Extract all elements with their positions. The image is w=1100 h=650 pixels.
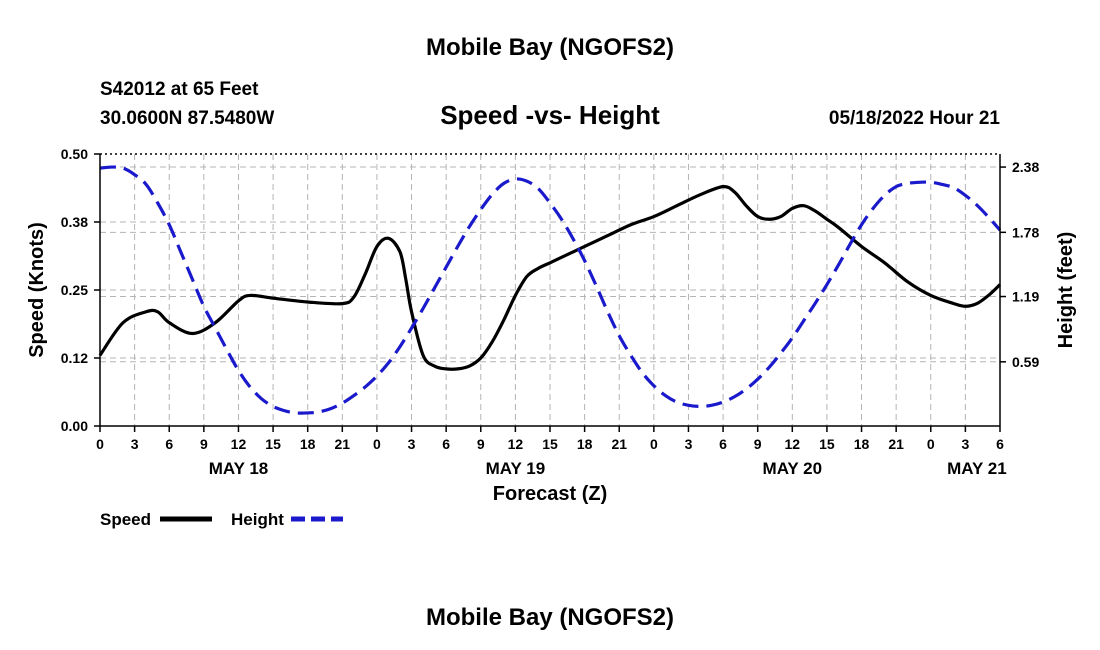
chart-subtitle: Speed -vs- Height [440,100,660,130]
x-tick-label: 3 [685,436,693,452]
y-tick-label-left: 0.25 [61,282,88,298]
x-date-label: MAY 19 [486,459,546,478]
legend-label-speed: Speed [100,510,151,529]
station-label: S42012 at 65 Feet [100,79,259,100]
x-tick-label: 0 [927,436,935,452]
chart-main-title: Mobile Bay (NGOFS2) [426,34,674,61]
series-line-speed [98,185,1002,371]
station-coords: 30.0600N 87.5480W [100,108,274,129]
plot-axes: 0 3 6 9 12 15 18 21 0 3 6 9 12 15 18 21 0 3 6 9 12 15 18 21 0 3 6 0… [61,146,1040,478]
grid-lines [100,154,1000,426]
x-tick-label: 9 [477,436,485,452]
y-axis-label-right: Height (feet) [1055,232,1077,349]
series-lines [98,165,1002,415]
y-tick-label-right: 2.38 [1012,159,1039,175]
x-tick-label: 6 [165,436,173,452]
x-tick-label: 12 [508,436,524,452]
x-tick-label: 21 [335,436,351,452]
y-tick-label-left: 0.00 [61,418,88,434]
x-tick-label: 6 [719,436,727,452]
x-tick-label: 3 [408,436,416,452]
chart-legend: Speed Height [100,510,343,529]
x-date-label: MAY 20 [763,459,823,478]
x-tick-label: 18 [300,436,316,452]
y-tick-label-left: 0.50 [61,146,88,162]
x-tick-label: 9 [754,436,762,452]
x-axis-label: Forecast (Z) [493,483,607,505]
x-date-label: MAY 18 [209,459,269,478]
y-tick-label-left: 0.38 [61,214,88,230]
y-tick-label-right: 1.19 [1012,289,1039,305]
x-tick-label: 18 [577,436,593,452]
x-tick-label: 18 [854,436,870,452]
x-tick-label: 0 [650,436,658,452]
x-date-label: MAY 21 [947,459,1007,478]
x-tick-label: 21 [888,436,904,452]
x-tick-label: 15 [542,436,558,452]
footer-title: Mobile Bay (NGOFS2) [426,604,674,631]
x-tick-label: 12 [785,436,801,452]
y-tick-label-right: 1.78 [1012,224,1039,240]
x-tick-label: 3 [131,436,139,452]
x-tick-label: 0 [96,436,104,452]
y-axis-label-left: Speed (Knots) [26,222,48,358]
series-line-height [99,165,1002,415]
x-tick-label: 6 [996,436,1004,452]
y-tick-label-left: 0.12 [61,350,88,366]
x-tick-label: 0 [373,436,381,452]
x-tick-label: 12 [231,436,247,452]
legend-label-height: Height [231,510,284,529]
x-tick-label: 6 [442,436,450,452]
x-tick-label: 9 [200,436,208,452]
y-tick-label-right: 0.59 [1012,354,1039,370]
x-tick-label: 15 [265,436,281,452]
x-tick-label: 15 [819,436,835,452]
forecast-timestamp: 05/18/2022 Hour 21 [829,108,1001,129]
x-tick-label: 21 [611,436,627,452]
x-tick-label: 3 [961,436,969,452]
